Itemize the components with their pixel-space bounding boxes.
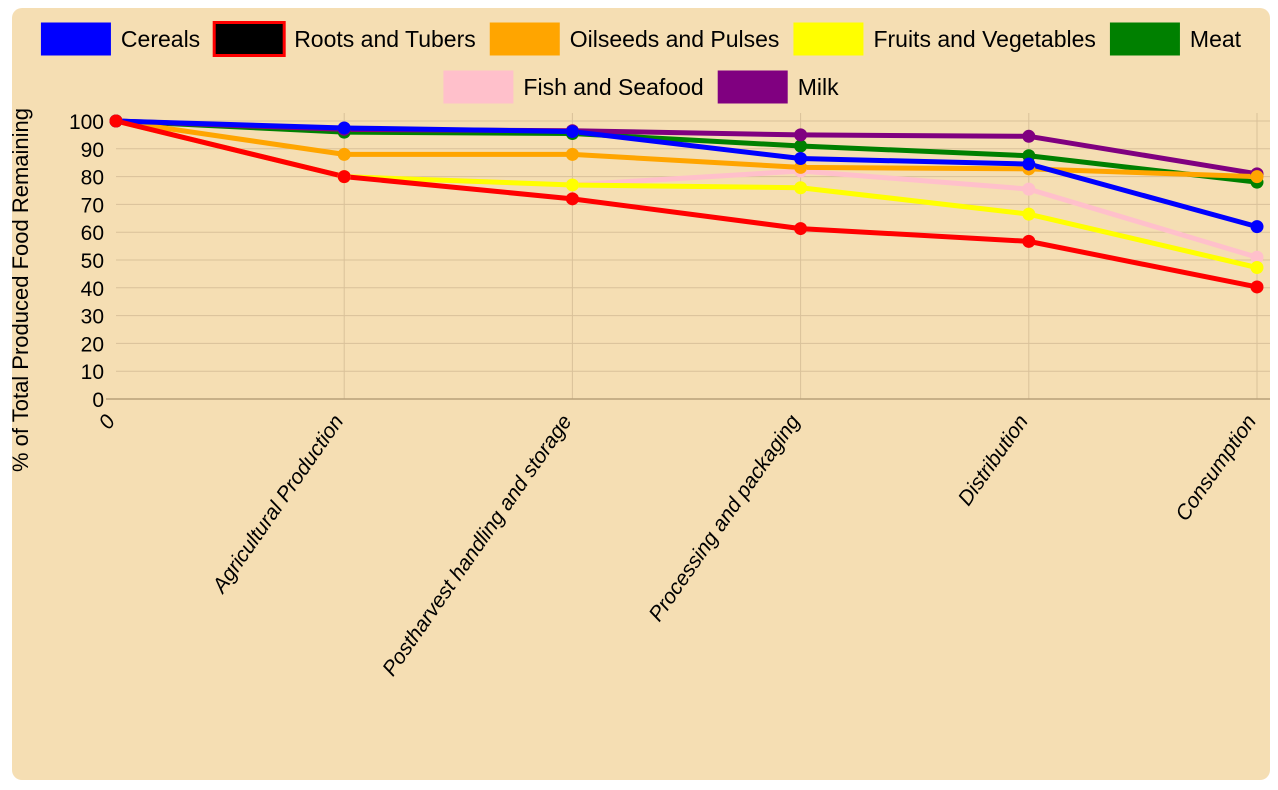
legend-swatch (40, 22, 111, 56)
x-tick-label: Processing and packaging (645, 410, 805, 625)
legend-item-fish-and-seafood: Fish and Seafood (443, 70, 704, 104)
legend-label: Roots and Tubers (294, 26, 476, 52)
point-roots-and-tubers (565, 192, 579, 206)
y-tick-label: 50 (81, 250, 104, 273)
point-fruits-and-vegetables (565, 178, 579, 192)
y-tick-label: 60 (81, 222, 104, 245)
point-meat (794, 139, 808, 153)
legend-item-roots-and-tubers: Roots and Tubers (212, 21, 476, 57)
point-roots-and-tubers (337, 170, 351, 184)
y-axis: 0 10 20 30 40 50 60 70 80 90 100 (69, 111, 104, 412)
x-tick-label: 0 (95, 410, 121, 433)
y-tick-label: 10 (81, 361, 104, 384)
legend-label: Fish and Seafood (523, 74, 703, 100)
point-roots-and-tubers (794, 222, 808, 236)
line-chart: Cereals Roots and Tubers Oilseeds and Puls… (12, 21, 1270, 680)
y-tick-label: 0 (92, 389, 104, 412)
series-line-oilseeds-and-pulses (113, 118, 1260, 180)
series-lines (113, 118, 1260, 290)
legend-item-cereals: Cereals (40, 22, 200, 56)
legend-swatch (489, 22, 560, 56)
x-tick-label: Distribution (954, 411, 1033, 510)
point-cereals (565, 125, 579, 139)
chart-panel: Cereals Roots and Tubers Oilseeds and Puls… (12, 8, 1270, 780)
series-line-roots-and-tubers (113, 118, 1260, 290)
point-oilseeds-and-pulses (794, 160, 808, 174)
legend-swatch (212, 21, 286, 57)
y-tick-label: 70 (81, 194, 104, 217)
legend-item-meat: Meat (1109, 22, 1242, 56)
point-cereals (337, 121, 351, 135)
legend-swatch (793, 22, 864, 56)
legend-item-fruits-and-vegetables: Fruits and Vegetables (793, 22, 1096, 56)
x-tick-label: Consumption (1171, 411, 1261, 526)
legend-item-milk: Milk (717, 70, 839, 104)
y-tick-label: 20 (81, 333, 104, 356)
legend: Cereals Roots and Tubers Oilseeds and Puls… (40, 21, 1242, 104)
point-fruits-and-vegetables (1022, 207, 1036, 221)
legend-swatch (443, 70, 514, 104)
point-milk (794, 128, 808, 142)
point-cereals (794, 152, 808, 166)
point-milk (1022, 129, 1036, 143)
legend-label: Milk (798, 74, 839, 100)
point-fish-and-seafood (1250, 250, 1264, 264)
legend-item-oilseeds-and-pulses: Oilseeds and Pulses (489, 22, 780, 56)
legend-label: Cereals (121, 26, 200, 52)
point-cereals (1250, 220, 1264, 234)
legend-label: Meat (1190, 26, 1242, 52)
point-cereals (1022, 157, 1036, 171)
point-fruits-and-vegetables (794, 181, 808, 195)
y-tick-label: 80 (81, 167, 104, 190)
point-roots-and-tubers (1022, 234, 1036, 248)
point-oilseeds-and-pulses (1250, 170, 1264, 184)
legend-swatch (717, 70, 788, 104)
y-tick-label: 40 (81, 278, 104, 301)
series-points (109, 114, 1264, 294)
y-axis-title: % of Total Produced Food Remaining (12, 108, 33, 472)
x-tick-label: Postharvest handling and storage (378, 411, 576, 680)
legend-swatch (1109, 22, 1180, 56)
point-roots-and-tubers (1250, 280, 1264, 294)
point-oilseeds-and-pulses (565, 147, 579, 161)
y-tick-label: 90 (81, 139, 104, 162)
series-line-cereals (113, 118, 1260, 230)
point-oilseeds-and-pulses (337, 147, 351, 161)
legend-label: Fruits and Vegetables (873, 26, 1095, 52)
point-fruits-and-vegetables (1250, 261, 1264, 275)
point-fish-and-seafood (1022, 182, 1036, 196)
legend-label: Oilseeds and Pulses (570, 26, 780, 52)
point-roots-and-tubers (109, 114, 123, 128)
x-tick-label: Agricultural Production (207, 411, 348, 599)
y-tick-label: 30 (81, 306, 104, 329)
x-axis: 0 Agricultural Production Postharvest hand… (95, 410, 1262, 680)
y-tick-label: 100 (69, 111, 104, 134)
